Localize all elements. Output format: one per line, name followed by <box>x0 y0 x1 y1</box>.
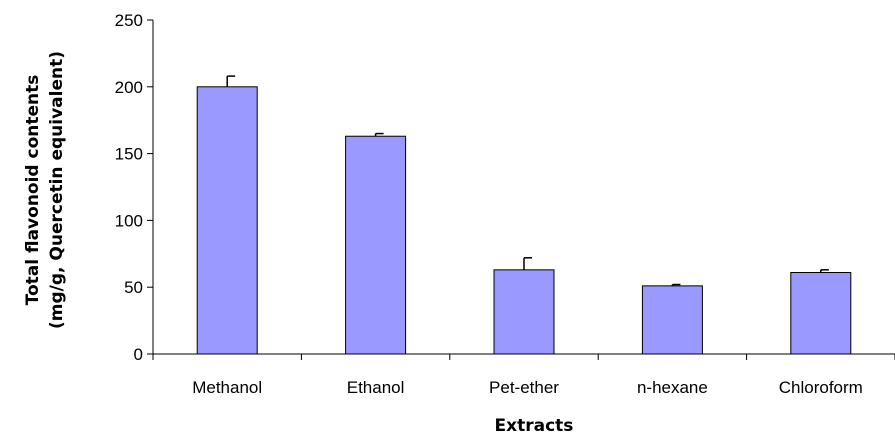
bar-n-hexane <box>641 285 703 355</box>
axes-layer <box>147 19 895 360</box>
y-axis-title: Total flavonoid contents (mg/g, Querceti… <box>23 51 67 329</box>
bar-chloroform <box>790 272 852 355</box>
error-bars-layer <box>226 75 829 286</box>
y-tick-label: 250 <box>115 11 143 30</box>
x-tick-label: Ethanol <box>347 378 405 397</box>
x-tick-label: Methanol <box>192 378 262 397</box>
x-tick-label: Pet-ether <box>489 378 559 397</box>
bar-ethanol <box>345 135 407 355</box>
tick-labels-layer: Methanol Ethanol Pet-ether n-hexane Chlorofo… <box>115 11 863 397</box>
y-tick-label: 50 <box>124 278 143 297</box>
bars-layer <box>196 86 852 355</box>
y-tick-label: 200 <box>115 78 143 97</box>
y-axis-title-line2: (mg/g, Quercetin equivalent) <box>47 51 67 329</box>
bar-pet-ether <box>493 269 555 355</box>
x-tick-label: Chloroform <box>779 378 863 397</box>
y-tick-label: 0 <box>134 345 143 364</box>
y-tick-label: 100 <box>115 211 143 230</box>
y-axis-title-line1: Total flavonoid contents <box>23 75 43 306</box>
y-tick-label: 150 <box>115 145 143 164</box>
bar-methanol <box>196 86 258 355</box>
x-axis-title: Extracts <box>495 416 574 436</box>
x-tick-label: n-hexane <box>637 378 708 397</box>
